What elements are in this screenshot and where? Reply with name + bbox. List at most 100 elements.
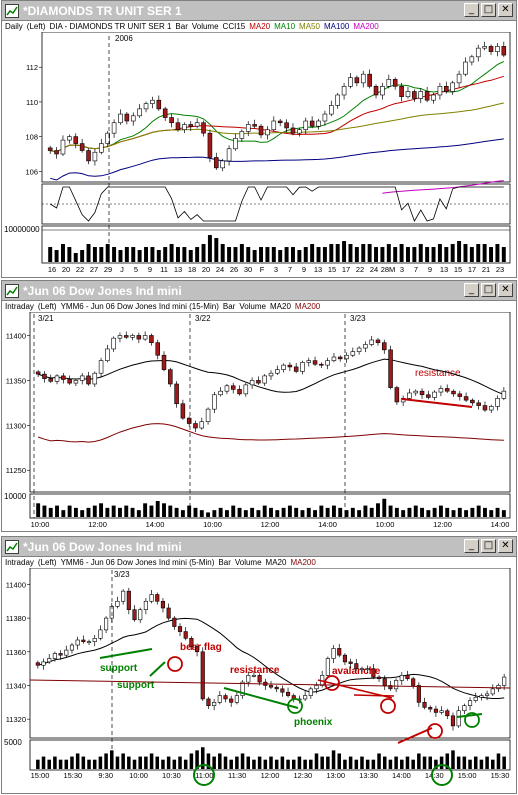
ma200-label: MA200 (290, 558, 316, 567)
chart-window-15min[interactable]: *Jun 06 Dow Jones Ind mini _ □ ✕ Intrada… (1, 280, 517, 532)
volume-bar (367, 244, 372, 262)
x-tick-label: 12:00 (261, 520, 280, 529)
symbol-desc: YMM6 - Jun 06 Dow Jones Ind mini (5-Min) (60, 558, 215, 567)
candle (115, 600, 120, 607)
year-label: 2006 (115, 34, 133, 43)
volume-bar (124, 505, 129, 517)
candle (482, 46, 487, 49)
volume-bar (149, 753, 154, 769)
window-titlebar[interactable]: *DIAMONDS TR UNIT SER 1 _ □ ✕ (2, 1, 516, 21)
volume-bar (130, 507, 135, 517)
x-tick-label: 13:30 (359, 771, 378, 780)
candle (35, 662, 40, 666)
volume-bar (118, 250, 123, 262)
close-icon[interactable]: ✕ (498, 3, 513, 17)
x-tick-label: 9:30 (98, 771, 113, 780)
intraday-5min-chart[interactable]: 3/23 5000 support support bear flag resi… (2, 568, 516, 793)
x-tick-label: 12:30 (293, 771, 312, 780)
ma200-label: MA200 (353, 22, 379, 31)
volume-bar (363, 505, 368, 517)
window-titlebar[interactable]: *Jun 06 Dow Jones Ind mini _ □ ✕ (2, 281, 516, 301)
candle (245, 124, 251, 132)
volume-bar (401, 510, 406, 517)
period-label: Intraday (5, 302, 34, 311)
candle (220, 160, 225, 169)
price-tick-label: 11320 (6, 715, 26, 724)
candle (426, 394, 431, 398)
candle (257, 675, 262, 683)
volume-bar (81, 756, 86, 769)
window-titlebar[interactable]: *Jun 06 Dow Jones Ind mini _ □ ✕ (2, 537, 516, 557)
maximize-icon[interactable]: □ (481, 283, 496, 297)
annotation-avalanche: avalanche (332, 666, 381, 677)
minimize-icon[interactable]: _ (464, 539, 479, 553)
minimize-icon[interactable]: _ (464, 3, 479, 17)
candle (463, 61, 468, 75)
volume-bar (322, 247, 327, 262)
price-tick-label: 11250 (6, 466, 26, 475)
candle (142, 335, 148, 340)
volume-bar (411, 759, 415, 769)
maximize-icon[interactable]: □ (481, 539, 496, 553)
volume-bar (118, 507, 122, 517)
volume-bar (290, 247, 295, 262)
volume-bar (491, 759, 495, 769)
volume-bar (501, 510, 506, 517)
volume-bar (300, 510, 305, 517)
volume-bar (243, 510, 248, 517)
volume-bar (329, 244, 334, 262)
x-tick-label: 9 (148, 265, 152, 274)
candle (456, 73, 462, 84)
chart-window-daily[interactable]: *DIAMONDS TR UNIT SER 1 _ □ ✕ Daily (Left… (1, 0, 517, 278)
intraday-15min-chart[interactable]: 3/21 3/22 3/23 10000 resistance 11400 113… (2, 312, 516, 531)
candle (469, 56, 475, 63)
chart-window-5min[interactable]: *Jun 06 Dow Jones Ind mini _ □ ✕ Intrada… (1, 536, 517, 794)
volume-bar (54, 250, 59, 262)
candle (194, 122, 200, 127)
volume-bar (470, 507, 475, 517)
ma50-label: MA50 (299, 22, 320, 31)
volume-bar (246, 756, 251, 769)
volume-bar (310, 244, 315, 262)
annotation-resistance: resistance (230, 665, 280, 676)
volume-bar (313, 510, 318, 517)
candle (308, 688, 313, 696)
volume-bar (150, 247, 155, 262)
x-tick-label: 11:00 (195, 771, 213, 780)
volume-bar (335, 244, 340, 262)
volume-bar (60, 244, 65, 262)
candle (450, 82, 455, 92)
volume-bar (360, 756, 364, 769)
candle (195, 646, 200, 653)
x-tick-label: 20 (202, 265, 210, 274)
candle (399, 86, 404, 98)
volume-scale-label: 10000000 (4, 225, 40, 234)
x-tick-label: 28M (381, 265, 396, 274)
volume-bar (201, 244, 206, 262)
candle (309, 120, 315, 127)
candle (175, 122, 181, 130)
chart-type-label: Bar (222, 302, 236, 311)
volume-bar (354, 247, 359, 262)
chart-info-bar: Intraday (Left) YMM6 - Jun 06 Dow Jones In… (2, 301, 516, 312)
candle (476, 402, 481, 406)
candle (86, 375, 91, 385)
candle (136, 335, 142, 340)
annotation-bear-flag: bear flag (180, 642, 222, 653)
maximize-icon[interactable]: □ (481, 3, 496, 17)
volume-bar (303, 247, 308, 262)
close-icon[interactable]: ✕ (498, 539, 513, 553)
volume-bar (67, 505, 72, 517)
volume-bar (420, 507, 424, 517)
minimize-icon[interactable]: _ (464, 283, 479, 297)
volume-bar (166, 756, 171, 769)
avalanche-line (353, 694, 395, 697)
ma200-line (29, 679, 511, 689)
x-tick-label: 15:30 (491, 771, 510, 780)
volume-bar (174, 507, 179, 517)
close-icon[interactable]: ✕ (498, 283, 513, 297)
volume-bar (425, 247, 430, 262)
volume-bar (483, 507, 487, 517)
volume-bar (206, 512, 211, 517)
